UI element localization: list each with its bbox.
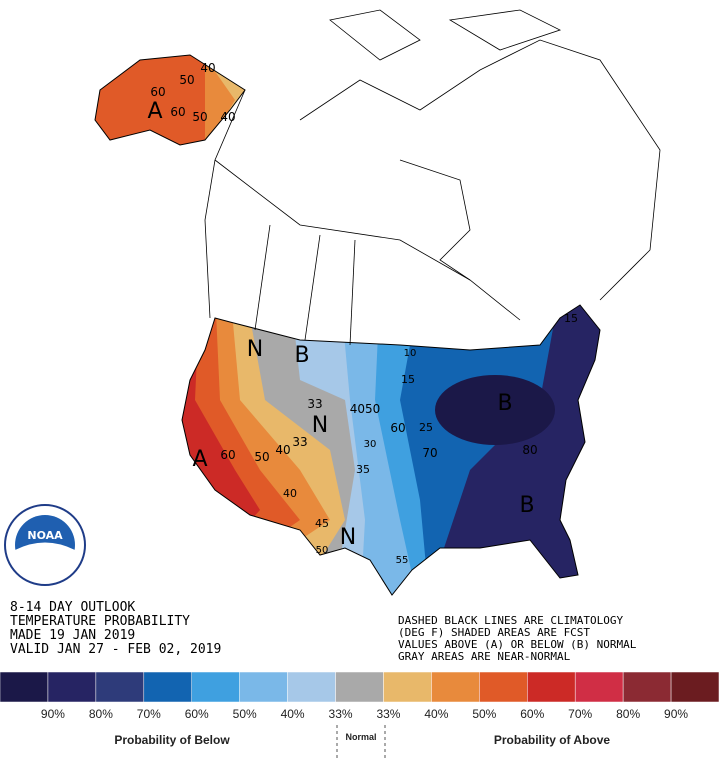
legend-label: 80% <box>89 707 113 721</box>
outlook-title: 8-14 DAY OUTLOOK <box>10 600 135 615</box>
map-label: 60 <box>220 448 235 462</box>
logo-text: NOAA <box>27 529 63 542</box>
map-label: 15 <box>564 312 578 325</box>
notes: DASHED BLACK LINES ARE CLIMATOLOGY (DEG … <box>398 614 637 663</box>
legend-label: 50% <box>472 707 496 721</box>
valid-dates: VALID JAN 27 - FEB 02, 2019 <box>10 642 221 657</box>
map-label: 60 <box>170 105 185 119</box>
map-label: 50 <box>316 545 329 556</box>
legend: 90% 80% 70% 60% 50% 40% 33% 33% 40% 50% 60% 70% 80% 9… <box>0 671 719 721</box>
map-label: N <box>340 525 356 550</box>
legend-swatch <box>527 671 576 703</box>
map-label: N <box>247 337 263 362</box>
normal-label: Normal <box>345 732 376 742</box>
map-label: 60 <box>390 421 405 435</box>
note: VALUES ABOVE (A) OR BELOW (B) NORMAL <box>398 638 637 651</box>
map-label: 35 <box>356 463 370 476</box>
legend-label: 50% <box>233 707 257 721</box>
us-shading <box>182 305 600 595</box>
legend-swatch <box>479 671 528 703</box>
legend-label: 33% <box>376 707 400 721</box>
map-label: N <box>312 413 328 438</box>
map-label: 80 <box>522 443 537 457</box>
map-label: 10 <box>404 348 417 359</box>
legend-swatch <box>670 671 719 703</box>
map-label: 60 <box>150 85 165 99</box>
map-label: 40 <box>275 443 290 457</box>
legend-label: 90% <box>41 707 65 721</box>
legend-swatch <box>287 671 336 703</box>
legend-label: 70% <box>568 707 592 721</box>
map-label: 50 <box>179 73 194 87</box>
legend-swatch <box>0 671 49 703</box>
legend-swatch <box>95 671 145 703</box>
legend-swatch <box>383 671 432 703</box>
legend-label: 60% <box>185 707 209 721</box>
map-label: 55 <box>396 555 409 566</box>
below-label: Probability of Below <box>114 733 230 747</box>
map-label: 40 <box>220 110 235 124</box>
map-label: 45 <box>315 517 329 530</box>
map-label: A <box>192 447 207 472</box>
note: DASHED BLACK LINES ARE CLIMATOLOGY <box>398 614 624 627</box>
legend-swatch <box>335 671 384 703</box>
map-label: 4050 <box>350 402 381 416</box>
legend-swatch <box>622 671 672 703</box>
map-label: 25 <box>419 421 433 434</box>
above-label: Probability of Above <box>494 733 611 747</box>
map-label: B <box>497 391 512 416</box>
map-label: 33 <box>292 435 307 449</box>
map-label: 40 <box>283 487 297 500</box>
map-label: 50 <box>254 450 269 464</box>
legend-swatch <box>431 671 480 703</box>
map-label: 30 <box>364 439 377 450</box>
legend-label: 90% <box>664 707 688 721</box>
note: (DEG F) SHADED AREAS ARE FCST <box>398 626 590 639</box>
alaska-outline <box>94 54 246 146</box>
legend-label: 40% <box>281 707 305 721</box>
legend-swatch <box>239 671 288 703</box>
outlook-subtitle: TEMPERATURE PROBABILITY <box>10 614 190 629</box>
map-label: 15 <box>401 373 415 386</box>
legend-swatch <box>47 671 97 703</box>
legend-swatch <box>143 671 192 703</box>
noaa-logo: NOAA <box>4 504 86 586</box>
legend-label: 40% <box>424 707 448 721</box>
map-label: 40 <box>200 61 215 75</box>
map-label: B <box>294 343 309 368</box>
legend-swatch <box>191 671 240 703</box>
map-label: 50 <box>192 110 207 124</box>
legend-label: 70% <box>137 707 161 721</box>
legend-label: 33% <box>329 707 353 721</box>
map-label: 70 <box>422 446 437 460</box>
legend-label: 80% <box>616 707 640 721</box>
note: GRAY AREAS ARE NEAR-NORMAL <box>398 650 571 663</box>
us-outline <box>181 304 601 596</box>
map-label: B <box>519 493 534 518</box>
made-date: MADE 19 JAN 2019 <box>10 628 135 643</box>
map-label: 33 <box>307 397 322 411</box>
legend-swatch <box>574 671 624 703</box>
legend-label: 60% <box>520 707 544 721</box>
map-label: A <box>147 99 162 124</box>
canada-outline <box>204 9 661 346</box>
